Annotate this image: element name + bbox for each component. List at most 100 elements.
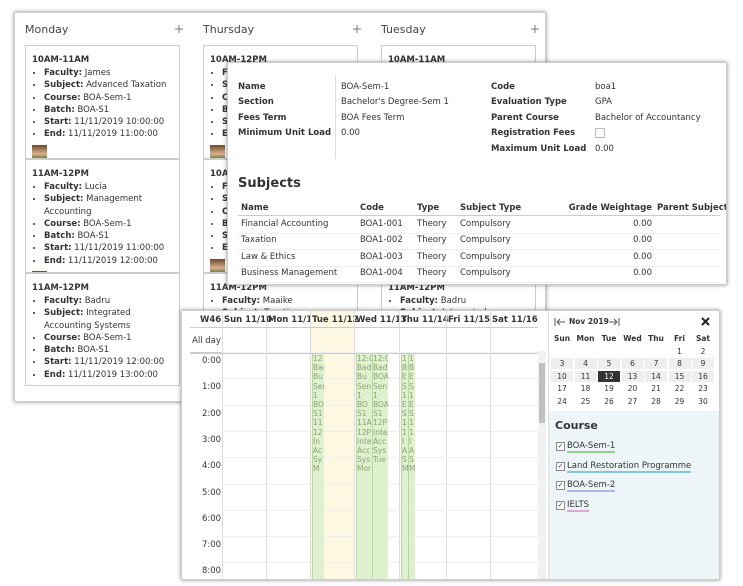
card-time: 10AM-11AM	[32, 55, 90, 65]
cell[interactable]: Law & Ethics	[241, 251, 296, 262]
day-cell[interactable]: 25	[580, 396, 591, 406]
field-value: Badru	[440, 296, 467, 306]
event-card[interactable]: 11AM-12PM Faculty: BadruSubject: Integrat…	[25, 273, 180, 386]
add-icon[interactable]	[175, 25, 183, 33]
day-cell[interactable]: 4	[574, 358, 597, 370]
filter-label[interactable]: Land Restoration Programme	[567, 460, 692, 473]
cell[interactable]: Business Management	[241, 267, 338, 278]
week-number: W46	[200, 315, 222, 325]
day-cell[interactable]: 15	[668, 370, 691, 382]
day-cell[interactable]: 27	[627, 396, 638, 406]
day-cell[interactable]: 24	[557, 396, 567, 406]
checkbox[interactable]: ✓	[556, 500, 565, 510]
day-cell[interactable]: 13	[621, 370, 644, 382]
add-icon[interactable]	[353, 25, 361, 33]
event-text: I	[402, 436, 405, 446]
day-cell[interactable]: 29	[674, 396, 685, 406]
checkbox[interactable]: ✓	[556, 461, 565, 471]
day-cell[interactable]: 30	[698, 396, 708, 406]
close-icon[interactable]	[701, 317, 710, 326]
card-time: 11AM-12PM	[32, 283, 89, 293]
day-header[interactable]: Mon 11/11	[268, 315, 319, 325]
day-cell[interactable]: 22	[674, 384, 685, 394]
event-text: S	[409, 409, 414, 419]
cell[interactable]: Financial Accounting	[241, 219, 329, 229]
day-cell[interactable]: 7	[645, 358, 667, 370]
add-icon[interactable]	[531, 25, 539, 33]
event-text: Ac	[313, 446, 323, 456]
filter-label[interactable]: IELTS	[567, 499, 590, 512]
day-header[interactable]: Fri 11/15	[448, 315, 491, 325]
checkbox[interactable]: ✓	[556, 481, 565, 490]
day-cell[interactable]: 12	[598, 370, 620, 382]
day-cell[interactable]: 28	[651, 396, 661, 406]
day-cell[interactable]: 5	[598, 358, 620, 370]
event-text: 1	[402, 418, 407, 428]
field-value: Lucia	[84, 182, 107, 192]
day-header[interactable]: Sun 11/10	[224, 315, 272, 325]
day-line	[354, 311, 355, 579]
checkbox[interactable]: ✓	[556, 442, 565, 451]
day-cell[interactable]: 10	[551, 370, 573, 382]
event-text: S1	[357, 409, 367, 419]
day-header[interactable]: Wed 11/13	[356, 315, 407, 325]
field-value: GPA	[595, 97, 612, 107]
day-cell[interactable]: 8	[668, 358, 691, 370]
day-cell[interactable]: 18	[580, 384, 591, 394]
day-cell[interactable]: 9	[692, 358, 714, 370]
event-text: A	[409, 446, 415, 456]
calendar-event[interactable]: 12:0BadBuSen1BOS111A12PInteAccSysMor	[356, 354, 372, 579]
field-label: Fees Term	[238, 113, 287, 123]
day-cell[interactable]: 16	[692, 370, 714, 382]
event-text: E	[402, 372, 407, 382]
card-time: 11AM-12PM	[388, 283, 445, 293]
day-cell[interactable]: 11	[574, 370, 597, 382]
checkbox[interactable]	[595, 128, 605, 138]
day-cell[interactable]: 26	[604, 396, 614, 406]
field-value: BOA-Sem-1	[83, 92, 132, 103]
field: Start: 11/11/2019 11:00:00	[44, 242, 173, 254]
time-label: 3:00	[202, 434, 222, 445]
day-header[interactable]: Thu 11/14	[401, 315, 449, 325]
filter-label[interactable]: BOA-Sem-2	[567, 480, 616, 492]
column-header: Subject Type	[460, 203, 522, 213]
field: Faculty: James	[44, 67, 173, 79]
event-text: Acc	[373, 436, 387, 446]
event-text: 12P	[357, 427, 372, 437]
cell: Compulsory	[460, 235, 511, 246]
field-value: 11/11/2019 12:00:00	[74, 357, 165, 368]
column-header: Grade Weightage	[568, 203, 652, 213]
day-cell[interactable]: 23	[698, 384, 708, 394]
day-cell[interactable]: 19	[604, 384, 614, 394]
event-text: S	[402, 381, 407, 391]
event-card[interactable]: 11AM-12PM Faculty: LuciaSubject: Manageme…	[25, 159, 180, 273]
day-cell[interactable]: 20	[627, 384, 638, 394]
field: Course: BOA-Sem-1	[44, 332, 173, 344]
field-value: BOA-Sem-1	[83, 218, 132, 229]
day-cell[interactable]: 1	[677, 347, 682, 356]
day-header[interactable]: Tue 11/12	[312, 315, 359, 325]
day-cell[interactable]: 6	[621, 358, 644, 370]
filter-label[interactable]: BOA-Sem-1	[567, 441, 616, 453]
course-form: Subjects Name BOA-Sem-1 Section Bachelor's …	[227, 62, 727, 285]
field: Batch: BOA-S1	[44, 230, 173, 242]
cell[interactable]: Taxation	[241, 235, 277, 246]
day-cell[interactable]: 14	[645, 370, 667, 382]
day-header[interactable]: Sat 11/16	[492, 315, 538, 325]
field-label: Parent Course	[491, 113, 559, 123]
day-cell[interactable]: 17	[557, 384, 567, 394]
event-text: 1	[402, 390, 407, 400]
event-text: 12:0	[373, 354, 388, 363]
avatar	[32, 271, 47, 272]
cell: Theory	[417, 251, 447, 262]
field-value: 11/11/2019 12:00:00	[68, 255, 158, 266]
event-card[interactable]: 10AM-11AM Faculty: JamesSubject: Advanced…	[25, 45, 180, 159]
calendar-event[interactable]: 12BadBuSer1BOS11112InAcSyM	[312, 354, 324, 579]
day-cell[interactable]: 2	[700, 347, 706, 356]
day-cell[interactable]: 21	[651, 384, 661, 394]
day-cell[interactable]: 3	[551, 358, 573, 370]
calendar-event[interactable]: 12:0BadBOASen1BOAS112PInteAccSysTue	[372, 354, 388, 579]
